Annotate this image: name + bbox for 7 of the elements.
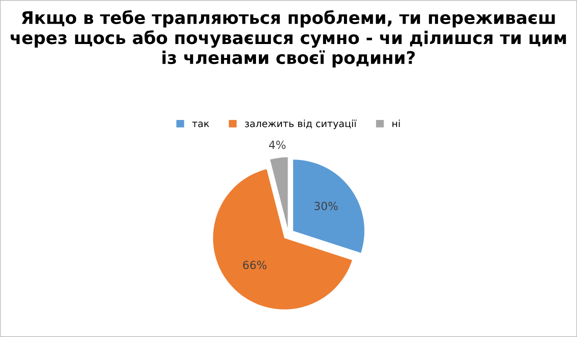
legend-label: ні (392, 120, 400, 128)
legend-label: залежить від ситуації (245, 120, 357, 130)
data-label: 4% (269, 140, 286, 150)
legend-label: так (192, 122, 210, 128)
data-label: 66% (243, 260, 266, 270)
chart-title: Якщо в тебе трапляються проблеми, ти переживаєш через щось або почуваєшся сумно - чи ділишся ти цим із членами своєї родини? (10, 10, 566, 68)
data-label: 30% (314, 202, 338, 210)
